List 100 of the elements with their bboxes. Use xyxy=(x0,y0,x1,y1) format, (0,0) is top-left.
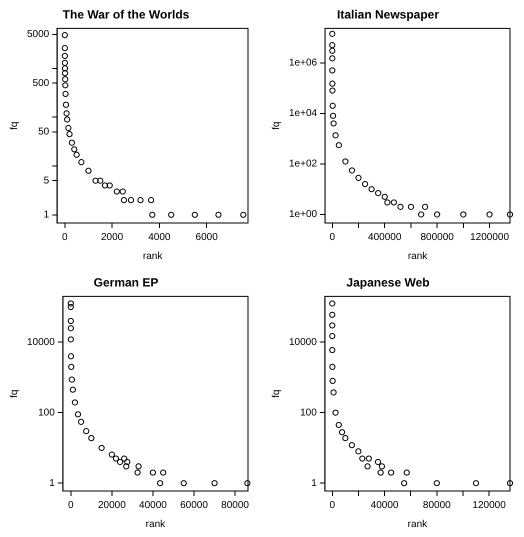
point xyxy=(364,463,371,470)
point xyxy=(68,140,75,146)
point xyxy=(329,332,336,340)
y-tick-label: 10000 xyxy=(26,336,56,348)
point xyxy=(120,188,126,195)
point xyxy=(116,458,124,466)
point xyxy=(64,116,70,123)
point xyxy=(62,65,68,72)
chart-title: Italian Newspaper xyxy=(336,8,440,22)
point xyxy=(123,463,130,470)
point xyxy=(330,378,336,384)
x-tick-label: 40000 xyxy=(139,500,168,511)
point xyxy=(401,480,408,486)
x-tick-label: 0 xyxy=(330,232,336,243)
x-tick-label: 0 xyxy=(68,500,74,511)
point xyxy=(330,120,337,127)
y-tick-label: 50 xyxy=(38,126,50,138)
point xyxy=(330,389,337,396)
point xyxy=(375,190,382,196)
x-tick-label: 60000 xyxy=(180,500,208,511)
point xyxy=(329,346,336,354)
point xyxy=(62,82,68,88)
point xyxy=(124,458,130,466)
point xyxy=(68,318,74,324)
y-tick-label: 1e+06 xyxy=(288,58,318,69)
point xyxy=(120,197,128,204)
point xyxy=(68,364,74,370)
point xyxy=(68,304,74,310)
point xyxy=(397,204,404,210)
y-tick-label: 1e+00 xyxy=(288,209,318,220)
y-tick-label: 500 xyxy=(32,78,50,89)
point xyxy=(329,87,336,94)
y-axis-title: fq xyxy=(270,390,282,398)
point xyxy=(102,182,108,189)
point xyxy=(68,325,74,332)
point xyxy=(85,168,92,174)
point xyxy=(135,463,142,470)
point xyxy=(355,174,362,181)
point xyxy=(66,131,73,138)
point xyxy=(150,469,156,476)
point xyxy=(68,353,74,360)
point xyxy=(62,45,68,52)
point xyxy=(355,448,362,454)
point xyxy=(68,376,75,383)
point xyxy=(359,455,366,462)
point xyxy=(160,469,166,476)
point xyxy=(434,480,440,486)
point xyxy=(71,146,78,152)
point xyxy=(215,212,222,218)
x-tick-label: 1200000 xyxy=(470,232,510,243)
point xyxy=(329,55,336,62)
point xyxy=(332,410,339,416)
point xyxy=(63,110,70,116)
point xyxy=(388,469,394,476)
x-tick-label: 6000 xyxy=(196,232,218,243)
y-tick-label: 5 xyxy=(44,175,50,186)
y-tick-label: 100 xyxy=(300,407,318,418)
point xyxy=(112,455,120,462)
point xyxy=(329,322,336,329)
point xyxy=(78,159,84,166)
x-axis-title: rank xyxy=(408,518,428,530)
point xyxy=(390,199,397,206)
point xyxy=(342,158,348,165)
point xyxy=(329,67,336,74)
point xyxy=(108,451,115,458)
point xyxy=(157,480,164,486)
point xyxy=(128,197,134,204)
point xyxy=(506,480,514,486)
point xyxy=(422,204,428,210)
point xyxy=(78,418,84,425)
point xyxy=(121,455,128,462)
x-tick-label: 80000 xyxy=(221,500,250,511)
point xyxy=(70,386,76,393)
point xyxy=(62,76,68,82)
y-tick-label: 1 xyxy=(44,210,50,221)
point xyxy=(62,60,68,66)
point xyxy=(434,211,440,218)
point xyxy=(366,455,372,462)
x-axis-title: rank xyxy=(142,250,164,262)
point xyxy=(88,435,94,442)
point xyxy=(192,212,198,218)
point xyxy=(134,469,141,476)
y-axis-title: fq xyxy=(8,390,20,398)
point xyxy=(378,463,386,470)
point xyxy=(83,428,90,434)
point xyxy=(211,480,218,486)
point xyxy=(460,211,466,218)
x-axis-title: rank xyxy=(146,518,166,530)
x-tick-label: 20000 xyxy=(98,500,126,511)
x-tick-label: 40000 xyxy=(370,500,399,511)
point xyxy=(378,469,384,476)
point xyxy=(329,364,336,370)
point xyxy=(149,212,156,218)
point xyxy=(338,429,346,436)
point xyxy=(62,102,70,108)
point xyxy=(106,182,113,189)
y-axis-title: fq xyxy=(8,122,20,130)
x-tick-label: 0 xyxy=(62,232,68,243)
point xyxy=(404,469,410,476)
point xyxy=(348,167,356,174)
